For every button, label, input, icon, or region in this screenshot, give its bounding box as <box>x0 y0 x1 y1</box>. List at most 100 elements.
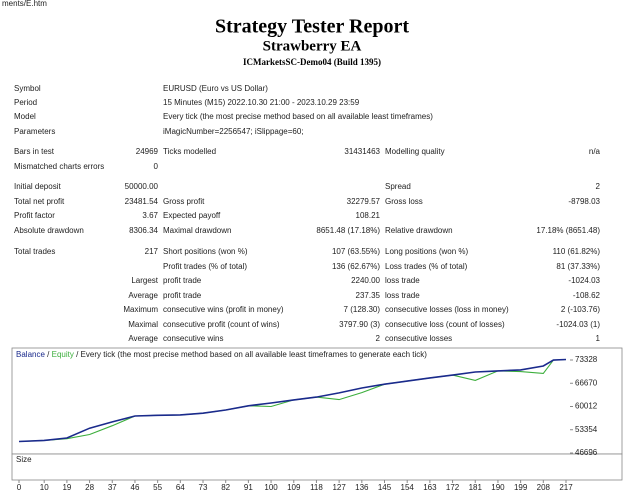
stat-value: 3.67 <box>142 211 158 220</box>
server-name: ICMarketsSC-Demo04 (Build 1395) <box>243 57 381 67</box>
stat-value: 31431463 <box>344 147 380 156</box>
x-tick-label: 73 <box>199 483 208 492</box>
legend-entry: Balance <box>16 350 45 359</box>
stat-value: 23481.54 <box>125 197 159 206</box>
legend-entry: Equity <box>52 350 74 359</box>
stat-label: loss trade <box>385 291 420 300</box>
stat-label: Absolute drawdown <box>14 226 84 235</box>
stat-value: 2 (-103.76) <box>561 305 600 314</box>
address-bar: ments/E.htm <box>2 0 47 8</box>
stat-value: 136 (62.67%) <box>332 262 380 271</box>
info-value: EURUSD (Euro vs US Dollar) <box>163 84 268 93</box>
stat-label: Profit factor <box>14 211 55 220</box>
stat-label: Modelling quality <box>385 147 445 156</box>
size-label: Size <box>16 455 32 464</box>
x-tick-label: 64 <box>176 483 185 492</box>
x-tick-label: 154 <box>401 483 415 492</box>
balance-chart: 46696 53354 60012 66670 73328 0 10 19 28 37 46 55 64… <box>16 350 598 492</box>
y-tick-label: 46696 <box>575 448 598 457</box>
x-tick-label: 10 <box>40 483 49 492</box>
stat-label: consecutive wins <box>163 334 223 343</box>
stat-value: -1024.03 (1) <box>556 320 600 329</box>
info-label: Model <box>14 112 36 121</box>
stat-value: n/a <box>589 147 601 156</box>
stat-label: Initial deposit <box>14 182 61 191</box>
stat-value: Average <box>128 334 158 343</box>
stat-label: Expected payoff <box>163 211 221 220</box>
stat-label: consecutive profit (count of wins) <box>163 320 280 329</box>
x-tick-label: 172 <box>446 483 460 492</box>
x-tick-label: 127 <box>332 483 346 492</box>
x-tick-label: 82 <box>221 483 230 492</box>
x-tick-label: 109 <box>287 483 301 492</box>
stat-label: Bars in test <box>14 147 55 156</box>
stat-label: Profit trades (% of total) <box>163 262 247 271</box>
info-label: Symbol <box>14 84 41 93</box>
stat-label: profit trade <box>163 291 202 300</box>
legend: Balance / Equity / Every tick (the most … <box>16 350 427 359</box>
stat-value: 24969 <box>136 147 159 156</box>
stat-value: Largest <box>131 276 158 285</box>
stat-value: 32279.57 <box>347 197 381 206</box>
stat-label: consecutive wins (profit in money) <box>163 305 284 314</box>
stat-value: 81 (37.33%) <box>556 262 600 271</box>
stat-value: 8306.34 <box>129 226 158 235</box>
stat-value: -1024.03 <box>568 276 600 285</box>
stat-value: -108.62 <box>573 291 601 300</box>
stat-label: consecutive losses <box>385 334 452 343</box>
report-title: Strategy Tester Report <box>215 16 409 38</box>
x-tick-label: 181 <box>469 483 483 492</box>
x-tick-label: 163 <box>423 483 437 492</box>
stat-value: 17.18% (8651.48) <box>536 226 600 235</box>
stat-label: Mismatched charts errors <box>14 162 104 171</box>
x-tick-label: 217 <box>559 483 573 492</box>
legend-note: / Every tick (the most precise method ba… <box>76 350 427 359</box>
x-tick-label: 145 <box>378 483 392 492</box>
stats-table: Symbol EURUSD (Euro vs US Dollar) Period 15… <box>14 84 601 343</box>
stat-value: 8651.48 (17.18%) <box>316 226 380 235</box>
stat-label: profit trade <box>163 276 202 285</box>
x-tick-label: 55 <box>153 483 162 492</box>
x-tick-label: 0 <box>17 483 22 492</box>
stat-value: 108.21 <box>356 211 381 220</box>
stat-value: 110 (61.82%) <box>553 247 601 256</box>
x-tick-label: 91 <box>244 483 253 492</box>
stat-label: Long positions (won %) <box>385 247 468 256</box>
stat-value: 107 (63.55%) <box>332 247 380 256</box>
x-tick-label: 46 <box>131 483 140 492</box>
stat-value: 217 <box>145 247 159 256</box>
info-value: Every tick (the most precise method base… <box>163 112 433 121</box>
stat-label: Gross profit <box>163 197 205 206</box>
x-tick-label: 199 <box>514 483 528 492</box>
stat-label: Spread <box>385 182 411 191</box>
stat-value: 2 <box>376 334 381 343</box>
y-tick-label: 73328 <box>575 355 598 364</box>
info-label: Parameters <box>14 127 55 136</box>
stat-label: Relative drawdown <box>385 226 453 235</box>
chart-frame <box>11 347 623 455</box>
stat-value: 3797.90 (3) <box>339 320 380 329</box>
info-label: Period <box>14 98 37 107</box>
stat-value: 237.35 <box>356 291 381 300</box>
stat-value: Average <box>128 291 158 300</box>
stat-label: Loss trades (% of total) <box>385 262 468 271</box>
legend-separator: / <box>47 350 50 359</box>
stat-label: Maximal drawdown <box>163 226 231 235</box>
stat-value: 50000.00 <box>125 182 159 191</box>
series-line <box>18 358 567 443</box>
stat-label: Total trades <box>14 247 55 256</box>
stat-label: Total net profit <box>14 197 65 206</box>
stat-label: consecutive losses (loss in money) <box>385 305 509 314</box>
x-tick-label: 28 <box>85 483 94 492</box>
expert-name: Strawberry EA <box>263 38 362 54</box>
info-value: iMagicNumber=2256547; iSlippage=60; <box>163 127 304 136</box>
info-value: 15 Minutes (M15) 2022.10.30 21:00 - 2023… <box>163 98 360 107</box>
y-tick-label: 66670 <box>575 378 598 387</box>
stat-value: 7 (128.30) <box>344 305 381 314</box>
x-tick-label: 190 <box>491 483 505 492</box>
x-tick-label: 37 <box>108 483 117 492</box>
x-tick-label: 100 <box>264 483 278 492</box>
y-tick-label: 60012 <box>575 402 598 411</box>
